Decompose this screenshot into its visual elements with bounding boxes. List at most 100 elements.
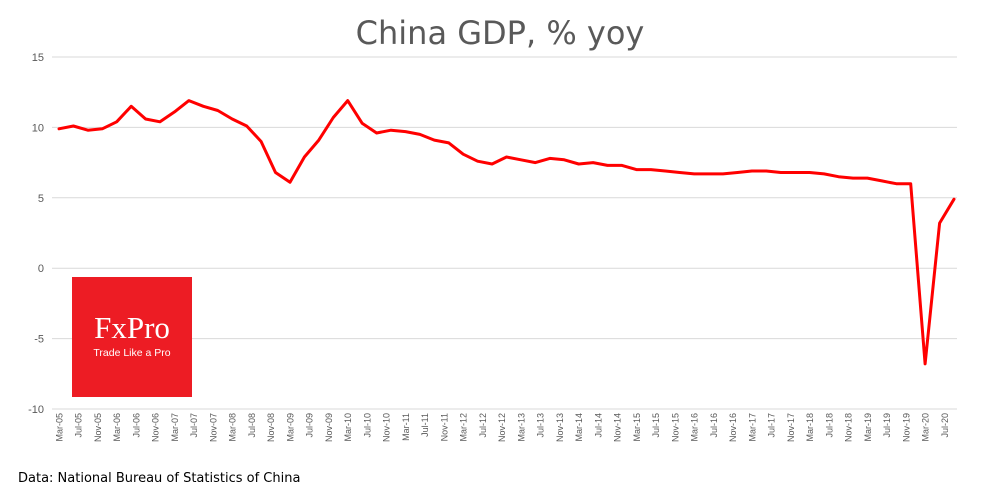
x-tick-label: Jul-09: [305, 413, 315, 438]
logo-tagline: Trade Like a Pro: [93, 347, 171, 359]
data-point: [765, 170, 768, 172]
data-point: [924, 363, 926, 365]
x-tick-label: Nov-06: [151, 413, 161, 442]
source-note: Data: National Bureau of Statistics of C…: [18, 471, 301, 486]
y-tick-label: 10: [32, 122, 44, 134]
data-point: [419, 133, 421, 136]
x-tick-label: Mar-19: [863, 413, 873, 442]
data-point: [303, 156, 306, 158]
data-point: [289, 181, 291, 184]
data-point: [909, 182, 912, 185]
x-tick-label: Jul-16: [709, 413, 719, 438]
data-point: [953, 198, 955, 200]
data-point: [87, 129, 89, 131]
x-tick-label: Nov-08: [266, 413, 276, 442]
x-tick-label: Jul-07: [189, 413, 199, 438]
x-tick-label: Nov-15: [670, 413, 680, 442]
data-point: [678, 171, 681, 174]
x-tick-label: Nov-16: [728, 413, 738, 442]
x-tick-label: Jul-15: [651, 413, 661, 438]
x-tick-label: Nov-13: [555, 413, 565, 442]
x-tick-label: Mar-05: [55, 413, 65, 442]
data-point: [101, 128, 104, 130]
x-tick-label: Mar-10: [343, 413, 353, 442]
data-point: [404, 130, 407, 133]
data-point: [592, 161, 594, 164]
data-point: [188, 99, 190, 102]
y-tick-label: -10: [28, 404, 44, 416]
x-tick-label: Jul-13: [536, 413, 546, 438]
x-tick-label: Jul-14: [593, 413, 603, 438]
x-tick-label: Jul-06: [131, 413, 141, 438]
data-point: [505, 156, 508, 158]
fxpro-logo: FxPro Trade Like a Pro: [72, 277, 192, 397]
data-point: [202, 105, 205, 108]
x-axis-tick-labels: Mar-05 Jul-05 Nov-05 Mar-06 Jul-06 Nov-06 Mar-…: [55, 413, 950, 442]
x-tick-label: Mar-11: [401, 413, 411, 441]
data-point: [563, 159, 565, 161]
x-tick-label: Mar-06: [112, 413, 122, 442]
chart-title: China GDP, % yoy: [355, 14, 645, 52]
data-point: [852, 177, 854, 179]
data-point: [577, 163, 580, 165]
x-tick-label: Nov-07: [208, 413, 218, 442]
data-point: [751, 170, 753, 172]
data-point: [837, 175, 840, 178]
x-tick-label: Nov-18: [844, 413, 854, 442]
x-tick-label: Mar-13: [516, 413, 526, 442]
x-tick-label: Nov-09: [324, 413, 334, 442]
data-point: [707, 173, 710, 175]
x-tick-label: Mar-16: [690, 413, 700, 442]
logo-name: FxPro: [94, 310, 170, 345]
data-point: [361, 122, 363, 124]
data-point: [534, 161, 537, 164]
data-point: [823, 173, 825, 175]
x-tick-label: Mar-15: [632, 413, 642, 442]
data-point: [346, 99, 349, 102]
data-point: [260, 140, 262, 143]
data-point: [808, 171, 811, 174]
data-point: [606, 164, 609, 167]
data-point: [58, 128, 60, 130]
data-point: [722, 173, 724, 175]
data-point: [549, 157, 551, 160]
data-point: [115, 121, 118, 123]
x-tick-label: Nov-19: [901, 413, 911, 442]
x-tick-label: Nov-12: [497, 413, 507, 442]
data-point: [173, 111, 176, 113]
data-point: [794, 171, 796, 174]
data-point: [635, 168, 638, 171]
x-tick-label: Nov-05: [93, 413, 103, 442]
data-point: [231, 118, 233, 120]
data-point: [693, 173, 695, 175]
data-point: [217, 109, 219, 112]
y-tick-label: 0: [38, 263, 44, 275]
y-tick-label: 15: [32, 52, 44, 64]
data-point: [621, 164, 623, 167]
data-point: [664, 170, 667, 172]
data-point: [144, 118, 147, 120]
data-point: [491, 163, 493, 165]
x-tick-label: Jul-19: [882, 413, 892, 438]
data-point: [332, 116, 335, 119]
x-tick-label: Jul-08: [247, 413, 257, 438]
data-point: [895, 182, 898, 185]
x-tick-label: Mar-08: [228, 413, 238, 442]
data-point: [130, 105, 132, 108]
data-point: [520, 159, 522, 161]
x-tick-label: Mar-18: [805, 413, 815, 442]
x-tick-label: Mar-12: [459, 413, 469, 442]
y-tick-label: 5: [38, 193, 44, 205]
data-point: [390, 129, 392, 131]
data-point: [448, 142, 450, 144]
series-line: [57, 99, 956, 366]
data-point: [433, 139, 436, 141]
data-point: [780, 171, 782, 174]
x-tick-label: Mar-17: [747, 413, 757, 442]
x-tick-label: Jul-10: [362, 413, 372, 438]
series-layer: [57, 99, 956, 366]
data-point: [881, 180, 883, 182]
x-tick-label: Jul-20: [940, 413, 950, 438]
data-point: [462, 153, 465, 155]
